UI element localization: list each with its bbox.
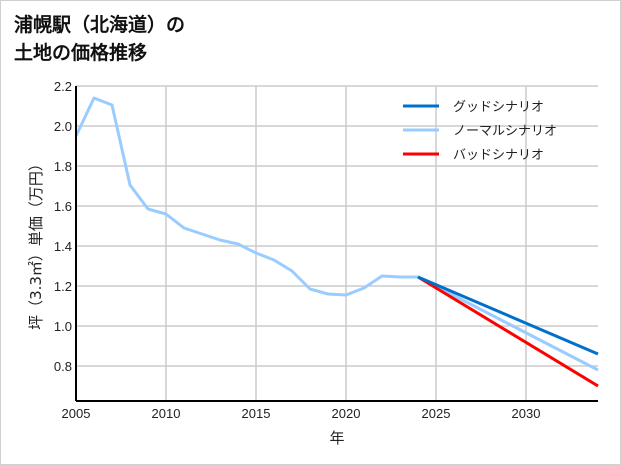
series-line-2 bbox=[417, 275, 599, 388]
y-tick-label: 1.0 bbox=[54, 319, 72, 334]
legend-label: グッドシナリオ bbox=[453, 100, 544, 115]
x-tick-label: 2015 bbox=[242, 406, 271, 421]
legend-label: ノーマルシナリオ bbox=[453, 124, 557, 139]
chart-title: 浦幌駅（北海道）の 土地の価格推移 bbox=[14, 11, 185, 67]
series-line-1 bbox=[74, 96, 599, 372]
y-tick-label: 2.2 bbox=[54, 79, 72, 94]
x-tick-label: 2030 bbox=[512, 406, 541, 421]
x-tick-label: 2020 bbox=[332, 406, 361, 421]
title-line-2: 土地の価格推移 bbox=[14, 42, 148, 64]
y-tick-label: 1.6 bbox=[54, 199, 72, 214]
y-tick-label: 2.0 bbox=[54, 119, 72, 134]
y-tick-label: 1.2 bbox=[54, 279, 72, 294]
x-tick-label: 2025 bbox=[422, 406, 451, 421]
x-tick-label: 2005 bbox=[62, 406, 91, 421]
legend-label: バッドシナリオ bbox=[453, 148, 544, 163]
y-axis-label: 坪（3.3㎡）単価（万円） bbox=[27, 156, 45, 330]
x-axis-label: 年 bbox=[329, 429, 344, 447]
y-tick-label: 1.8 bbox=[54, 159, 72, 174]
y-tick-label: 0.8 bbox=[54, 359, 72, 374]
series-line-0 bbox=[417, 275, 599, 356]
y-tick-label: 1.4 bbox=[54, 239, 72, 254]
x-tick-label: 2010 bbox=[152, 406, 181, 421]
title-line-1: 浦幌駅（北海道）の bbox=[14, 14, 186, 36]
